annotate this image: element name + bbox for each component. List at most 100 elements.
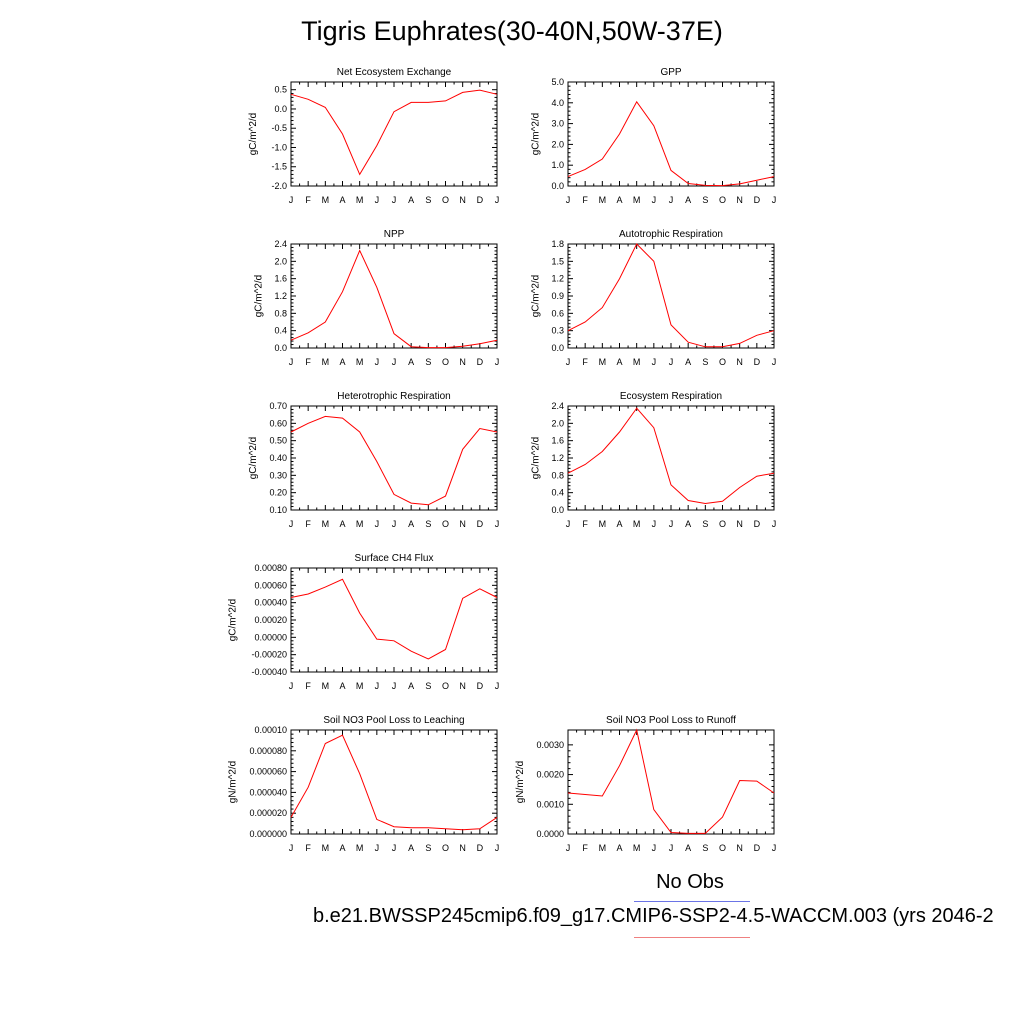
x-tick-label: M: [633, 519, 641, 529]
x-tick-label: O: [442, 843, 449, 853]
x-tick-label: F: [582, 519, 588, 529]
x-tick-label: A: [616, 519, 622, 529]
plot-frame: [567, 405, 775, 511]
x-tick-label: J: [566, 357, 571, 367]
y-tick-label: 0.4: [551, 488, 564, 498]
y-tick-label: 1.2: [274, 291, 287, 301]
y-tick-label: 1.6: [551, 436, 564, 446]
x-tick-label: M: [356, 843, 364, 853]
x-tick-label: J: [669, 195, 674, 205]
plot-frame: [290, 567, 498, 673]
y-tick-label: 0.0: [274, 343, 287, 353]
y-tick-label: 0.0020: [536, 770, 564, 780]
y-tick-label: 0.10: [269, 505, 287, 515]
y-tick-label: 0.0: [551, 181, 564, 191]
y-tick-label: 1.5: [551, 256, 564, 266]
y-tick-label: 0.8: [274, 308, 287, 318]
x-tick-label: D: [754, 357, 761, 367]
x-tick-label: J: [772, 195, 777, 205]
x-tick-label: M: [322, 519, 330, 529]
series-line: [290, 249, 498, 349]
plot-frame: [290, 81, 498, 187]
x-tick-label: J: [652, 195, 657, 205]
series-line: [567, 243, 775, 348]
x-tick-label: A: [339, 195, 345, 205]
plot-frame: [290, 729, 498, 835]
x-tick-label: D: [754, 843, 761, 853]
y-tick-label: 0.000000: [249, 829, 287, 839]
x-tick-label: J: [289, 519, 294, 529]
x-tick-label: J: [375, 519, 380, 529]
x-tick-label: D: [754, 519, 761, 529]
panel-title: Autotrophic Respiration: [619, 229, 723, 240]
x-tick-label: M: [599, 195, 607, 205]
x-tick-label: J: [495, 681, 500, 691]
x-tick-label: F: [305, 681, 311, 691]
panel-title: Ecosystem Respiration: [620, 391, 722, 402]
x-tick-label: A: [408, 843, 414, 853]
x-tick-label: A: [339, 519, 345, 529]
y-tick-label: 0.00040: [254, 598, 287, 608]
y-tick-label: 0.000020: [249, 808, 287, 818]
x-tick-label: A: [408, 681, 414, 691]
x-tick-label: D: [754, 195, 761, 205]
x-tick-label: N: [459, 519, 466, 529]
series-line: [290, 415, 498, 506]
panel-title: Surface CH4 Flux: [355, 553, 434, 564]
y-tick-label: 0.0: [274, 104, 287, 114]
x-tick-label: D: [477, 681, 484, 691]
y-axis-label: gC/m^2/d: [227, 599, 238, 642]
x-tick-label: M: [322, 357, 330, 367]
panel-title: GPP: [660, 67, 681, 78]
x-tick-label: N: [459, 681, 466, 691]
y-tick-label: 1.2: [551, 274, 564, 284]
x-tick-label: O: [719, 195, 726, 205]
y-tick-label: 0.0030: [536, 740, 564, 750]
y-tick-label: -0.00040: [251, 667, 287, 677]
y-tick-label: 2.0: [274, 256, 287, 266]
y-tick-label: 1.8: [551, 239, 564, 249]
x-tick-label: J: [566, 195, 571, 205]
y-tick-label: 2.4: [551, 401, 564, 411]
y-tick-label: -2.0: [271, 181, 287, 191]
x-tick-label: M: [356, 519, 364, 529]
x-tick-label: J: [495, 195, 500, 205]
x-tick-label: J: [772, 357, 777, 367]
x-tick-label: J: [375, 843, 380, 853]
series-line: [567, 407, 775, 505]
x-tick-label: J: [392, 357, 397, 367]
y-tick-label: 0.50: [269, 436, 287, 446]
x-tick-label: M: [633, 195, 641, 205]
x-tick-label: A: [616, 843, 622, 853]
y-tick-label: 0.000040: [249, 787, 287, 797]
panel-title: Soil NO3 Pool Loss to Runoff: [606, 715, 736, 726]
y-tick-label: -1.5: [271, 162, 287, 172]
x-tick-label: S: [425, 519, 431, 529]
y-tick-label: 2.4: [274, 239, 287, 249]
y-tick-label: 3.0: [551, 119, 564, 129]
y-tick-label: 0.0000: [536, 829, 564, 839]
series-line: [567, 100, 775, 187]
y-axis-label: gC/m^2/d: [530, 275, 541, 318]
x-tick-label: S: [702, 195, 708, 205]
y-tick-label: 0.000080: [249, 746, 287, 756]
x-tick-label: M: [322, 843, 330, 853]
x-tick-label: S: [702, 519, 708, 529]
y-tick-label: 0.00010: [254, 725, 287, 735]
y-tick-label: 1.0: [551, 160, 564, 170]
x-tick-label: M: [356, 681, 364, 691]
y-tick-label: 0.4: [274, 326, 287, 336]
y-axis-label: gC/m^2/d: [530, 437, 541, 480]
plot-frame: [567, 729, 775, 835]
x-tick-label: J: [495, 357, 500, 367]
y-tick-label: 0.20: [269, 488, 287, 498]
x-tick-label: J: [289, 195, 294, 205]
y-axis-label: gC/m^2/d: [248, 113, 259, 156]
y-axis-label: gC/m^2/d: [530, 113, 541, 156]
x-tick-label: S: [702, 843, 708, 853]
series-line: [567, 728, 775, 834]
x-tick-label: J: [375, 681, 380, 691]
x-tick-label: J: [375, 195, 380, 205]
